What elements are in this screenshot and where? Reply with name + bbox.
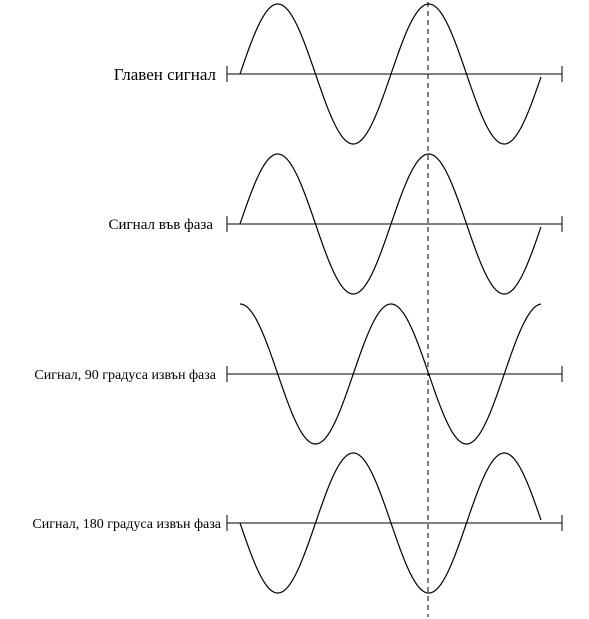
signal-row-180-deg: Сигнал, 180 градуса извън фаза (32, 452, 563, 594)
waveform-90-deg (239, 303, 542, 445)
signal-label-90-deg: Сигнал, 90 градуса извън фаза (34, 368, 216, 383)
waveform-in-phase (239, 153, 542, 295)
waveform-180-deg (239, 452, 542, 594)
waveform-main (239, 3, 542, 145)
signal-label-main: Главен сигнал (114, 65, 217, 84)
signal-label-in-phase: Сигнал във фаза (109, 217, 214, 233)
signal-row-in-phase: Сигнал във фаза (109, 153, 563, 295)
signal-row-90-deg: Сигнал, 90 градуса извън фаза (34, 303, 563, 445)
signal-label-180-deg: Сигнал, 180 градуса извън фаза (32, 517, 221, 532)
signal-row-main: Главен сигнал (114, 3, 563, 145)
